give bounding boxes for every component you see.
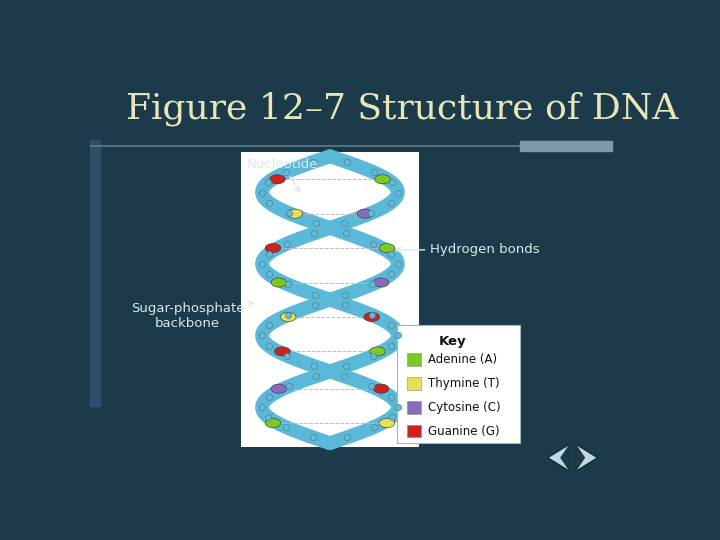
Ellipse shape [274,347,290,356]
Ellipse shape [379,418,395,428]
Text: Adenine (A): Adenine (A) [428,353,497,366]
Ellipse shape [357,209,373,218]
Text: Guanine (G): Guanine (G) [428,425,499,438]
Ellipse shape [373,384,389,393]
Ellipse shape [271,278,287,287]
Polygon shape [560,444,569,471]
Text: Nucleotide: Nucleotide [247,158,318,192]
Polygon shape [576,444,598,471]
Ellipse shape [373,278,389,287]
Text: Sugar-phosphate
backbone: Sugar-phosphate backbone [131,301,253,330]
Bar [407,353,421,366]
Text: Hydrogen bonds: Hydrogen bonds [396,244,540,256]
Ellipse shape [370,347,385,356]
Bar [407,425,421,437]
Bar [240,152,419,447]
Bar [407,401,421,414]
Bar [407,377,421,390]
Ellipse shape [379,244,395,253]
Text: Key: Key [438,335,466,348]
Ellipse shape [271,384,287,393]
Bar [90,140,100,406]
Ellipse shape [374,174,390,184]
Text: Cytosine (C): Cytosine (C) [428,401,500,414]
Ellipse shape [265,418,281,428]
Bar [397,325,520,443]
Ellipse shape [287,209,302,218]
Polygon shape [548,444,569,471]
Ellipse shape [265,244,281,253]
Ellipse shape [280,312,296,321]
Text: Figure 12–7 Structure of DNA: Figure 12–7 Structure of DNA [126,91,679,126]
Ellipse shape [269,174,285,184]
Bar [520,141,612,151]
Ellipse shape [364,312,379,321]
Polygon shape [576,444,585,471]
Text: Thymine (T): Thymine (T) [428,377,499,390]
